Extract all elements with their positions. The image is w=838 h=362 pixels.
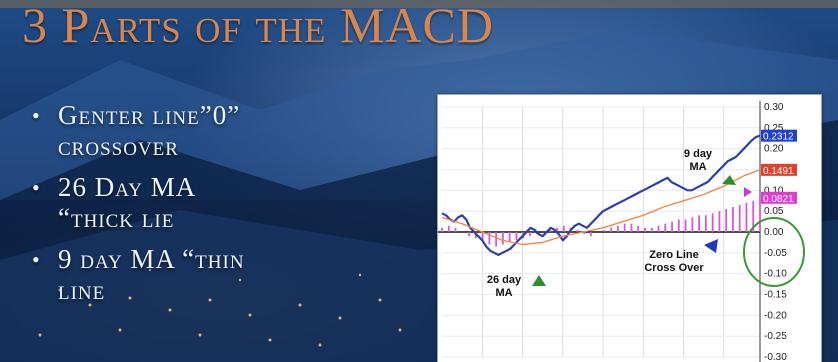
y-tick-label: -0.20 — [764, 310, 787, 321]
arrow-up-green-icon — [532, 275, 546, 286]
series-line-thick — [441, 134, 761, 256]
value-box-label: 0.0821 — [763, 194, 794, 205]
annotation-26-day-ma: 26 day — [487, 274, 522, 286]
bullet-item: • 26 Day MA “thick lie — [32, 172, 432, 234]
value-box — [761, 129, 797, 142]
y-tick-label: 0.10 — [764, 185, 784, 196]
bullet-text: 26 Day MA “thick lie — [58, 172, 197, 233]
y-tick-label: 0.30 — [764, 102, 784, 113]
y-tick-label: -0.15 — [764, 290, 787, 301]
value-box-label: 0.2312 — [763, 132, 794, 143]
y-tick-label: -0.05 — [764, 248, 787, 259]
annotation-zero-line-cross-over: Zero Line — [649, 249, 699, 261]
y-tick-label: 0.05 — [764, 206, 784, 217]
top-strip — [0, 0, 838, 8]
y-tick-label: 0.25 — [764, 123, 784, 134]
series-line-thin — [441, 169, 761, 246]
y-tick-label: -0.30 — [764, 352, 787, 362]
bullet-list: • Genter line”0” crossover • 26 Day MA “… — [32, 100, 432, 316]
value-box — [761, 191, 797, 204]
y-tick-label: -0.25 — [764, 331, 787, 342]
y-tick-label: 0.20 — [764, 144, 784, 155]
bullet-text: Genter line”0” crossover — [58, 100, 241, 161]
arrow-blue-icon — [704, 239, 718, 253]
y-tick-label: 0.00 — [764, 227, 784, 238]
annotation-9-day-ma: 9 day — [684, 148, 713, 160]
slide-title: 3 Parts of the MACD — [22, 0, 494, 53]
macd-chart: 0.300.250.200.150.100.050.00-0.05-0.10-0… — [437, 94, 822, 362]
bullet-marker: • — [32, 103, 41, 128]
arrow-purple-icon — [744, 187, 752, 197]
bullet-marker: • — [32, 175, 41, 200]
value-box — [761, 163, 797, 176]
bullet-text: 9 day MA “thin line — [58, 244, 245, 305]
annotation-zero-line-cross-over: Cross Over — [644, 262, 704, 274]
bullet-item: • 9 day MA “thin line — [32, 244, 432, 306]
annotation-9-day-ma: MA — [689, 161, 706, 173]
value-box-label: 0.1491 — [763, 166, 794, 177]
highlight-circle — [743, 217, 805, 287]
y-tick-label: -0.10 — [764, 269, 787, 280]
macd-chart-svg: 0.300.250.200.150.100.050.00-0.05-0.10-0… — [438, 101, 805, 362]
arrow-up-green-icon — [722, 175, 736, 185]
annotation-26-day-ma: MA — [495, 287, 512, 299]
bullet-item: • Genter line”0” crossover — [32, 100, 432, 162]
bullet-marker: • — [32, 247, 41, 272]
